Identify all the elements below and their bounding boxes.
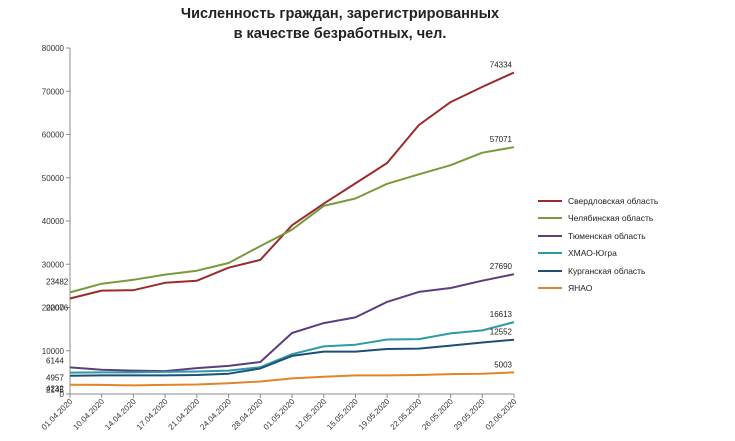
x-tick-label: 21.04.2020 <box>167 397 202 432</box>
data-label: 74334 <box>490 61 513 70</box>
chart-title-line-1: Численность граждан, зарегистрированных <box>180 6 500 22</box>
legend-item: Челябинская область <box>538 210 658 228</box>
data-label: 5003 <box>494 360 512 369</box>
data-label: 2145 <box>46 386 64 395</box>
legend-swatch <box>538 199 562 202</box>
x-tick-label: 19.05.2020 <box>357 397 392 432</box>
x-tick-label: 01.05.2020 <box>262 397 297 432</box>
y-tick-label: 0 <box>60 390 65 399</box>
legend-label: Свердловская область <box>568 195 659 206</box>
series-line <box>69 371 515 387</box>
y-tick-label: 60000 <box>42 131 65 140</box>
legend-label: ЯНАО <box>568 283 593 294</box>
data-label: 57071 <box>490 135 513 144</box>
y-tick-label: 70000 <box>42 87 65 96</box>
data-label: 4957 <box>46 374 64 383</box>
legend-item: Тюменская область <box>538 227 658 245</box>
chart-legend: Свердловская область Челябинская область Т… <box>538 192 658 297</box>
series-line <box>69 338 515 377</box>
x-tick-label: 01.04.2020 <box>40 397 75 432</box>
data-label: 16613 <box>490 310 513 319</box>
legend-label: ХМАО-Югра <box>568 248 617 259</box>
data-label: 12552 <box>490 328 513 337</box>
x-tick-label: 14.04.2020 <box>103 397 138 432</box>
legend-swatch <box>538 252 562 255</box>
y-tick-label: 40000 <box>42 217 65 226</box>
x-tick-label: 26.05.2020 <box>420 397 455 432</box>
y-tick-label: 30000 <box>42 260 65 269</box>
legend-item: ЯНАО <box>538 280 658 298</box>
chart-title: Численность граждан, зарегистрированных … <box>130 4 550 44</box>
series-line <box>69 146 515 294</box>
x-tick-label: 29.05.2020 <box>452 397 487 432</box>
x-tick-label: 17.04.2020 <box>135 397 170 432</box>
data-label: 22076 <box>46 304 69 313</box>
series-line <box>69 321 515 374</box>
chart-title-line-2: в качестве безработных, чел. <box>233 26 447 42</box>
x-tick-label: 02.06.2020 <box>484 397 519 432</box>
legend-item: Курганская область <box>538 262 658 280</box>
x-tick-label: 10.04.2020 <box>71 397 106 432</box>
legend-swatch <box>538 287 562 290</box>
data-label: 6144 <box>46 356 64 365</box>
x-tick-label: 12.05.2020 <box>293 397 328 432</box>
y-tick-label: 50000 <box>42 174 65 183</box>
legend-label: Челябинская область <box>568 213 654 224</box>
legend-item: Свердловская область <box>538 192 658 210</box>
data-label: 23482 <box>46 277 69 286</box>
data-label: 4232 <box>46 385 64 394</box>
legend-item: ХМАО-Югра <box>538 245 658 263</box>
x-tick-label: 22.05.2020 <box>389 397 424 432</box>
legend-swatch <box>538 217 562 220</box>
legend-swatch <box>538 234 562 237</box>
y-tick-label: 80000 <box>42 44 65 53</box>
x-tick-label: 28.04.2020 <box>230 397 265 432</box>
legend-label: Курганская область <box>568 265 646 276</box>
legend-label: Тюменская область <box>568 230 646 241</box>
x-tick-label: 24.04.2020 <box>198 397 233 432</box>
y-tick-label: 20000 <box>42 304 65 313</box>
y-tick-label: 10000 <box>42 347 65 356</box>
series-line <box>69 71 515 300</box>
legend-swatch <box>538 269 562 272</box>
data-label: 27690 <box>490 262 513 271</box>
series-line <box>69 273 515 373</box>
x-tick-label: 15.05.2020 <box>325 397 360 432</box>
